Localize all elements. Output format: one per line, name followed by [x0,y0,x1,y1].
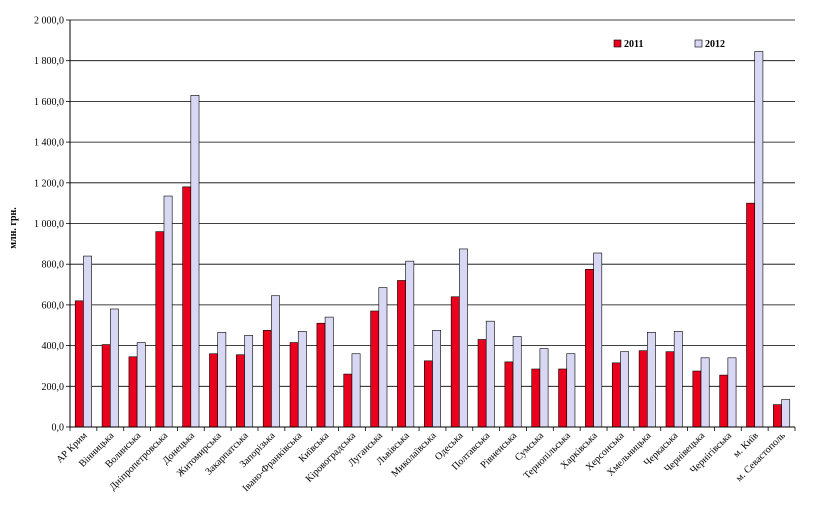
bar-2012-21 [647,332,656,428]
bar-2011-6 [236,354,245,428]
bar-2012-6 [244,335,254,428]
bar-2012-2 [136,342,146,428]
legend-swatch-2011 [613,39,622,48]
bar-2011-1 [101,344,111,428]
y-tick-label: 200,0 [42,382,65,393]
bar-2012-26 [781,399,791,428]
bar-2011-16 [504,361,514,428]
legend-label-2011: 2011 [624,39,643,50]
bar-2012-9 [324,316,334,428]
bar-2011-7 [262,330,272,428]
bar-2012-11 [378,287,388,428]
y-tick-label: 0,0 [52,423,65,434]
bar-2011-8 [289,342,299,428]
bars [74,51,791,428]
bar-2011-3 [155,231,165,428]
bar-2011-12 [397,280,406,428]
y-tick-label: 1 600,0 [34,97,64,108]
bar-2012-4 [190,95,200,428]
bar-2012-10 [351,353,361,428]
bar-2011-26 [773,404,782,428]
bar-2012-19 [593,252,603,428]
bar-2011-25 [746,202,756,428]
bar-2011-14 [450,296,460,428]
legend-swatch-2012 [694,39,703,48]
bar-2012-14 [459,248,468,428]
y-tick-label: 1 200,0 [34,178,64,189]
bar-2012-16 [512,336,522,428]
bar-2011-23 [692,370,702,428]
bar-2012-18 [566,353,576,428]
bar-2012-20 [620,351,629,428]
y-axis-title: млн. грн. [8,207,19,249]
legend: 2011 2012 [613,39,725,50]
y-tick-label: 2 000,0 [34,16,64,27]
bar-2011-15 [477,339,487,428]
bar-2011-9 [316,322,326,428]
bar-2011-22 [665,351,675,428]
bar-2012-8 [297,331,307,428]
bar-2012-0 [83,255,92,428]
bar-2012-17 [539,348,549,428]
bar-2012-23 [700,357,710,428]
bar-2011-10 [343,373,353,428]
y-tick-label: 1 000,0 [34,219,64,230]
y-tick-label: 1 800,0 [34,56,64,67]
y-tick-label: 600,0 [42,300,65,311]
bar-2012-22 [673,331,683,428]
y-tick-labels: 0,0 200,0 400,0 600,0 800,0 1 000,0 1 200,0 1 4… [34,16,70,434]
bar-2012-7 [271,295,280,428]
bar-2011-18 [558,368,568,428]
bar-2012-25 [754,51,764,428]
bar-2012-5 [217,332,227,428]
bar-2011-2 [128,356,138,428]
y-tick-label: 800,0 [42,260,65,271]
y-tick-label: 1 400,0 [34,138,64,149]
bar-2011-5 [209,353,218,428]
legend-label-2012: 2012 [705,39,725,50]
bar-2011-24 [719,374,729,428]
bar-2012-24 [727,357,737,428]
bar-2011-20 [611,362,621,428]
bar-2012-1 [109,308,119,428]
bar-2012-13 [432,330,441,428]
bar-2011-17 [531,368,541,428]
bar-2011-13 [423,360,433,428]
y-tick-label: 400,0 [42,341,65,352]
bar-2012-3 [163,195,173,428]
bar-2012-15 [485,320,495,428]
bar-2011-19 [585,268,594,428]
bar-2012-12 [405,260,415,428]
x-tick-labels: АР КримВінницькаВолинськаДніпропетровськ… [54,430,788,494]
bar-2011-0 [74,300,84,428]
bar-2011-11 [370,310,380,428]
bar-2011-4 [182,186,192,428]
bar-2011-21 [638,350,648,428]
x-tick-label: м. Севастополь [734,430,788,484]
